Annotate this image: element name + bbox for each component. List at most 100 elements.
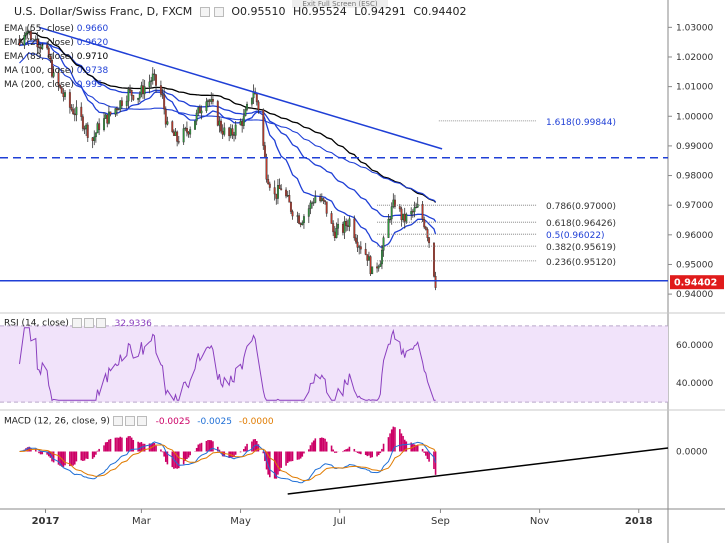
candle-body <box>219 121 221 125</box>
candle-body <box>152 74 154 81</box>
candle-body <box>376 267 378 268</box>
macd-histogram-bar <box>391 429 393 451</box>
macd-histogram-bar <box>92 452 94 459</box>
macd-histogram-bar <box>360 452 362 455</box>
legend-row-ema21[interactable]: EMA (21, close) 0.9620 <box>4 36 108 50</box>
macd-histogram-bar <box>106 442 108 452</box>
macd-tick-label: 0.0000 <box>676 448 708 458</box>
legend-row-ema89[interactable]: EMA (89, close) 0.9710 <box>4 50 108 64</box>
close-icon[interactable] <box>137 416 147 426</box>
candle-body <box>224 128 226 135</box>
candle-body <box>207 101 209 102</box>
macd-histogram-bar <box>298 452 300 460</box>
macd-histogram-bar <box>199 444 201 452</box>
settings-icon[interactable] <box>200 7 210 17</box>
candle-body <box>412 211 414 212</box>
macd-histogram-bar <box>347 449 349 452</box>
macd-histogram-bar <box>368 452 370 456</box>
macd-histogram-bar <box>137 442 139 452</box>
macd-histogram-bar <box>344 450 346 452</box>
candle-body <box>84 129 86 130</box>
candle-body <box>220 121 222 131</box>
macd-histogram-bar <box>280 452 282 468</box>
macd-histogram-bar <box>414 444 416 451</box>
macd-histogram-bar <box>381 449 383 452</box>
legend-row-ema55[interactable]: EMA (55, close) 0.9660 <box>4 22 108 36</box>
macd-value-line: -0.0025 <box>197 417 232 427</box>
macd-histogram-bar <box>155 446 157 452</box>
macd-histogram-bar <box>197 445 199 452</box>
macd-histogram-bar <box>365 452 367 455</box>
macd-histogram-bar <box>188 452 190 458</box>
candle-body <box>371 267 373 274</box>
settings-icon[interactable] <box>113 416 123 426</box>
last-price-label: 0.94402 <box>674 278 717 289</box>
rsi-title: RSI (14, close) <box>4 319 69 329</box>
macd-histogram-bar <box>422 449 424 452</box>
macd-header: MACD (12, 26, close, 9) -0.0025 -0.0025 … <box>4 416 274 427</box>
legend-row-ma200[interactable]: MA (200, close) 0.995 <box>4 78 108 92</box>
candle-body <box>365 249 367 254</box>
macd-histogram-bar <box>232 452 234 458</box>
indicator-legend: EMA (55, close) 0.9660 EMA (21, close) 0… <box>4 22 108 92</box>
legend-value: 0.9660 <box>77 24 109 34</box>
macd-histogram-bar <box>235 452 237 455</box>
price-tick-label: 0.97000 <box>676 201 713 211</box>
fib-level-label: 0.786(0.97000) <box>546 202 616 212</box>
settings-icon[interactable] <box>72 318 82 328</box>
candle-body <box>85 125 87 129</box>
candle-body <box>186 128 188 132</box>
candle-body <box>321 198 323 200</box>
candle-body <box>349 219 351 227</box>
macd-histogram-bar <box>76 452 78 462</box>
macd-histogram-bar <box>297 452 299 460</box>
close-icon[interactable] <box>96 318 106 328</box>
candle-body <box>116 109 118 110</box>
candle-body <box>417 204 419 207</box>
candle-body <box>435 276 437 287</box>
candle-body <box>72 110 74 114</box>
macd-histogram-bar <box>423 452 425 453</box>
candle-body <box>240 121 242 125</box>
macd-histogram-bar <box>371 452 373 458</box>
price-tick-label: 0.98000 <box>676 172 713 182</box>
candle-body <box>74 114 76 115</box>
macd-histogram-bar <box>98 449 100 452</box>
candle-body <box>209 101 211 102</box>
fib-level-label: 0.5(0.96022) <box>546 231 605 241</box>
candle-body <box>279 185 281 188</box>
candle-body <box>323 198 325 200</box>
symbol-title: U.S. Dollar/Swiss Franc, D, FXCM <box>14 5 192 18</box>
price-tick-label: 1.00000 <box>676 112 713 122</box>
candle-body <box>211 99 213 101</box>
legend-row-ma100[interactable]: MA (100, close) 0.9738 <box>4 64 108 78</box>
candle-body <box>302 223 304 225</box>
macd-histogram-bar <box>302 452 304 457</box>
candle-body <box>118 109 120 110</box>
macd-histogram-bar <box>196 448 198 452</box>
candle-body <box>128 89 129 101</box>
rsi-value: 32.9336 <box>115 319 152 329</box>
candle-body <box>310 203 312 209</box>
candle-body <box>110 112 112 115</box>
candle-body <box>347 226 349 227</box>
price-tick-label: 0.94000 <box>676 290 713 300</box>
candle-body <box>63 93 64 96</box>
visibility-icon[interactable] <box>125 416 135 426</box>
macd-histogram-bar <box>435 452 437 475</box>
macd-histogram-bar <box>71 452 73 466</box>
visibility-icon[interactable] <box>84 318 94 328</box>
macd-histogram-bar <box>116 438 118 452</box>
candle-body <box>126 101 128 106</box>
macd-histogram-bar <box>95 452 97 455</box>
macd-histogram-bar <box>367 452 369 457</box>
visibility-icon[interactable] <box>214 7 224 17</box>
macd-histogram-bar <box>370 452 372 458</box>
macd-histogram-bar <box>121 438 123 452</box>
legend-label: EMA (55, close) <box>4 24 74 34</box>
rsi-tick-label: 40.0000 <box>676 379 713 389</box>
macd-histogram-bar <box>128 436 130 451</box>
candle-body <box>235 125 237 135</box>
